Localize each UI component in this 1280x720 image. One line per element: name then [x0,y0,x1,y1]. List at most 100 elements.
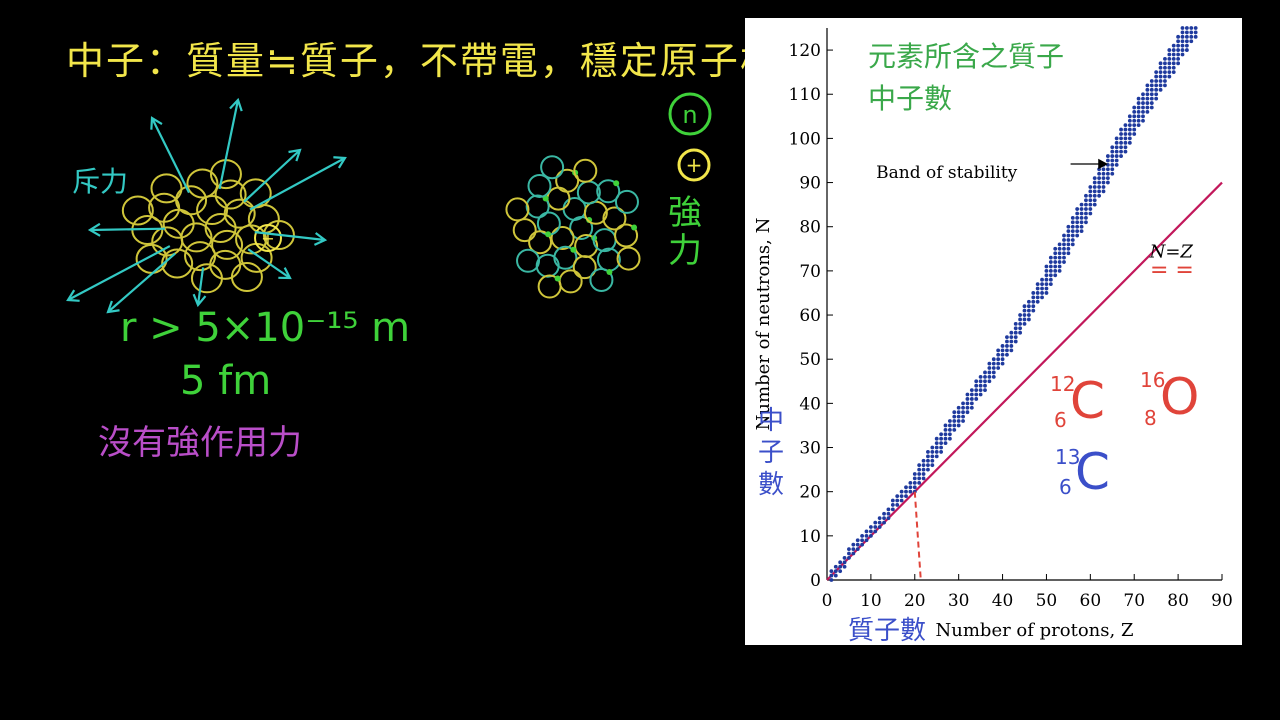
band-point [851,551,856,556]
band-point [1075,224,1080,229]
band-point [991,370,996,375]
repulsion-arrowhead [229,97,243,112]
band-point [1141,110,1145,114]
band-point [873,525,878,529]
annotation-radius: r > 5×10⁻¹⁵ m [120,305,411,351]
band-point [1123,145,1128,150]
band-point [1053,251,1058,256]
y-tick-label: 30 [799,439,821,459]
x-tick-label: 60 [1080,591,1102,611]
band-point [952,419,957,423]
band-point [1044,277,1049,282]
band-point [1132,105,1137,110]
proton-circle [558,269,583,294]
band-point [939,432,944,437]
band-point [1097,167,1102,172]
band-point [947,432,952,437]
band-point [1158,83,1163,88]
band-point [991,361,996,366]
proton-circle [186,168,219,199]
band-point [1110,154,1115,158]
band-point [1031,299,1036,304]
band-point [1154,74,1159,79]
band-point [1070,238,1075,242]
band-point [930,458,935,463]
band-point [855,547,860,551]
band-point [1084,198,1088,203]
band-point [1022,313,1027,317]
band-point [1075,215,1080,220]
band-point [996,366,1001,370]
band-point [1105,154,1110,158]
band-point [1066,242,1071,247]
band-of-stability-label: Band of stability [876,163,1018,183]
band-point [1176,61,1181,66]
band-point [1013,335,1018,340]
band-point [1035,286,1040,291]
x-tick-label: 20 [904,591,926,611]
band-point [1114,145,1119,150]
band-point [1171,61,1176,66]
proton-circle [204,213,237,243]
band-point [1005,344,1009,348]
neutron-circle [527,173,552,198]
band-point [1005,348,1009,353]
band-point [917,472,922,476]
band-point [939,436,944,441]
band-point [1110,162,1115,167]
band-point [1163,65,1167,70]
band-point [1075,220,1080,225]
band-point [1048,268,1053,273]
band-point [895,503,900,507]
band-point [1149,87,1154,92]
band-point [930,463,935,468]
band-point [1154,79,1159,83]
nuclide-mass: 13 [1055,445,1081,469]
band-point [1132,132,1137,136]
band-point [1053,268,1058,273]
proton-plus-sign: + [261,229,274,248]
band-point [978,383,983,388]
proton-circle [150,173,183,204]
proton-circle [209,159,242,190]
band-point [1092,202,1097,207]
band-point [908,485,913,490]
band-point [1101,180,1106,185]
band-point [1184,48,1189,52]
band-point [939,445,944,450]
band-point [1132,110,1137,114]
band-point [1167,61,1172,66]
band-point [1171,43,1176,48]
band-point [1145,105,1150,110]
band-point [1171,65,1176,70]
band-point [860,533,865,538]
band-point [833,569,838,574]
band-point [1062,260,1066,264]
band-point [1026,299,1031,304]
band-point [983,370,987,375]
band-point [1040,286,1044,291]
neutron-circle [592,228,617,253]
band-point [1048,260,1053,264]
repulsion-arrow [67,245,171,301]
band-point [961,401,965,406]
repulsion-arrowhead [66,289,80,302]
band-point [969,397,974,401]
band-point [1079,224,1084,229]
band-point [1110,167,1115,172]
band-point [877,520,882,525]
band-point [1184,43,1189,48]
proton-circle [184,241,217,272]
y-tick-label: 80 [799,218,821,238]
band-point [899,494,904,498]
band-point [873,520,878,525]
band-point [1193,26,1198,30]
bound-nucleus-sketch [505,155,641,299]
band-point [1057,251,1062,256]
band-point [1000,357,1005,362]
x-tick-label: 70 [1123,591,1145,611]
band-point [1053,260,1058,264]
band-point [1176,39,1181,44]
band-point [1114,140,1119,145]
